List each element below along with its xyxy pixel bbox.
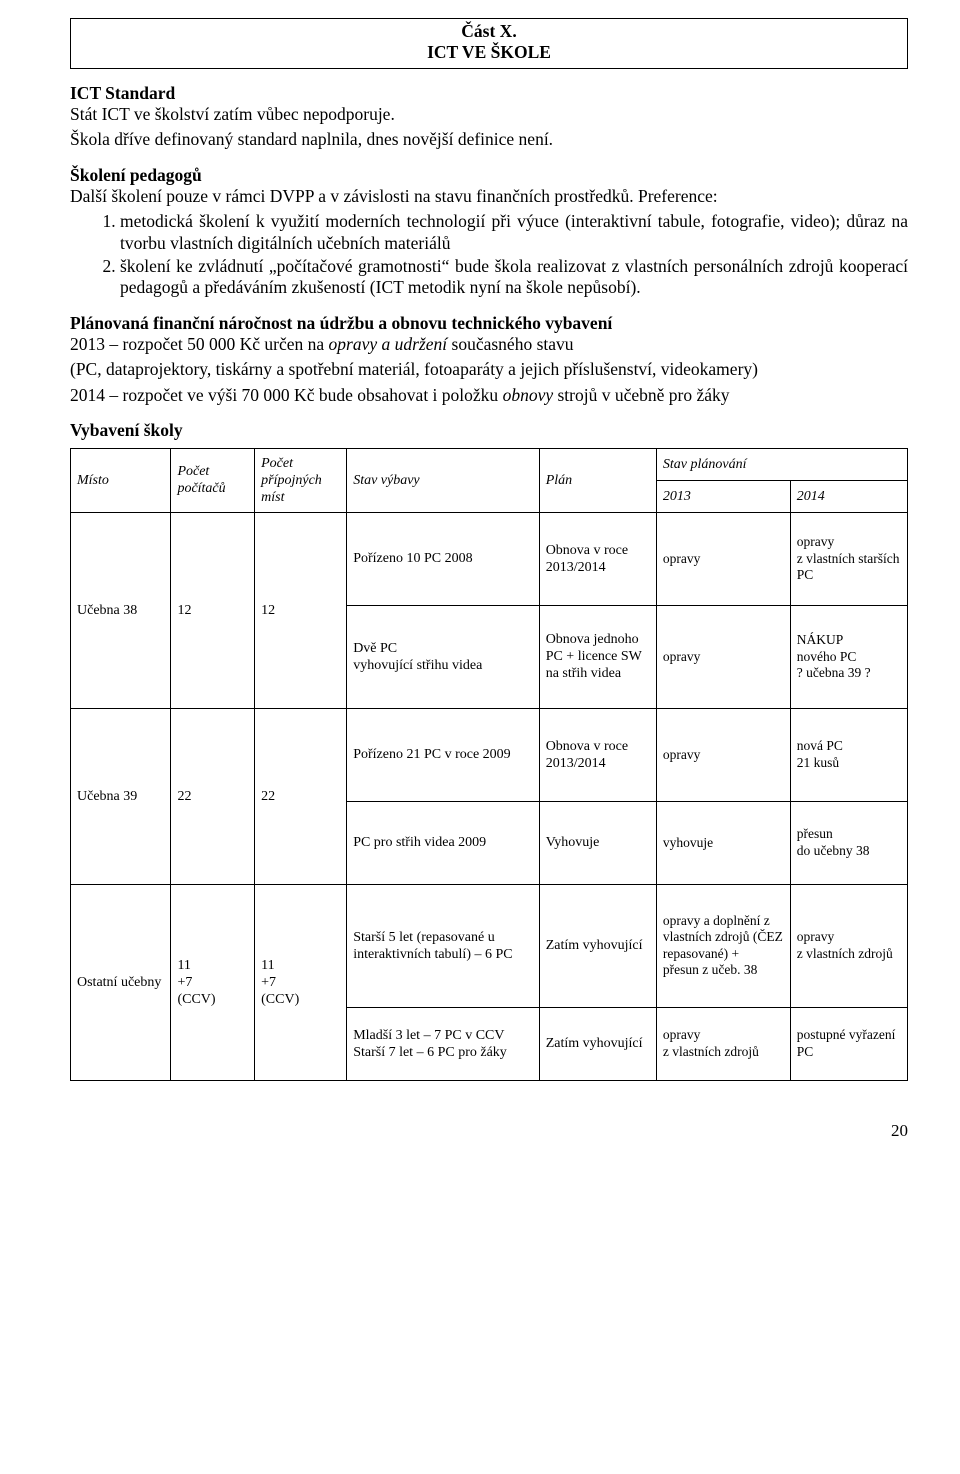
text-span: 2014 – rozpočet ve výši 70 000 Kč bude o… [70, 385, 503, 405]
heading-vybaveni: Vybavení školy [70, 420, 908, 441]
cell-pc: 12 [171, 512, 255, 708]
cell-prip: 12 [255, 512, 347, 708]
text-s3-p3: 2014 – rozpočet ve výši 70 000 Kč bude o… [70, 385, 908, 406]
cell-plan: Obnova v roce 2013/2014 [539, 512, 656, 605]
cell-2013: opravy a doplnění z vlastních zdrojů (ČE… [656, 884, 790, 1007]
text-span: současného stavu [447, 334, 573, 354]
text-s1-p1: Stát ICT ve školství zatím vůbec nepodpo… [70, 104, 908, 125]
text-span: 2013 – rozpočet 50 000 Kč určen na [70, 334, 329, 354]
cell-misto: Učebna 39 [71, 708, 171, 884]
cell-vybava: PC pro střih videa 2009 [347, 801, 540, 884]
cell-vybava: Dvě PCvyhovující střihu videa [347, 605, 540, 708]
cell-pc: 11+7(CCV) [171, 884, 255, 1080]
cell-plan: Obnova jednoho PC + licence SWna střih v… [539, 605, 656, 708]
col-pocet-prip: Počet přípojných míst [255, 448, 347, 512]
heading-skoleni: Školení pedagogů [70, 165, 908, 186]
cell-misto: Ostatní učebny [71, 884, 171, 1080]
cell-2013: vyhovuje [656, 801, 790, 884]
cell-vybava: Starší 5 let (repasované u interaktivníc… [347, 884, 540, 1007]
list-item: metodická školení k využití moderních te… [120, 211, 908, 254]
cell-2014: postupné vyřazení PC [790, 1007, 907, 1080]
table-row: Učebna 38 12 12 Pořízeno 10 PC 2008 Obno… [71, 512, 908, 605]
cell-vybava: Pořízeno 21 PC v roce 2009 [347, 708, 540, 801]
col-stav-planovani: Stav plánování [656, 448, 907, 480]
text-span: strojů v učebně pro žáky [553, 385, 729, 405]
cell-plan: Vyhovuje [539, 801, 656, 884]
cell-vybava: Pořízeno 10 PC 2008 [347, 512, 540, 605]
text-s2-intro: Další školení pouze v rámci DVPP a v záv… [70, 186, 908, 207]
cell-2013: opravy [656, 512, 790, 605]
table-header-row: Místo Počet počítačů Počet přípojných mí… [71, 448, 908, 480]
col-pocet-pc: Počet počítačů [171, 448, 255, 512]
title-line2: ICT VE ŠKOLE [71, 42, 907, 63]
cell-2014: NÁKUPnového PC? učebna 39 ? [790, 605, 907, 708]
col-stav-vybavy: Stav výbavy [347, 448, 540, 512]
cell-plan: Obnova v roce 2013/2014 [539, 708, 656, 801]
col-2013: 2013 [656, 480, 790, 512]
cell-2014: opravyz vlastních zdrojů [790, 884, 907, 1007]
title-line1: Část X. [71, 21, 907, 42]
list-item: školení ke zvládnutí „počítačové gramotn… [120, 256, 908, 299]
cell-plan: Zatím vyhovující [539, 1007, 656, 1080]
cell-misto: Učebna 38 [71, 512, 171, 708]
equipment-table: Místo Počet počítačů Počet přípojných mí… [70, 448, 908, 1081]
col-plan: Plán [539, 448, 656, 512]
preference-list: metodická školení k využití moderních te… [70, 211, 908, 298]
cell-plan: Zatím vyhovující [539, 884, 656, 1007]
text-span-italic: opravy a udržení [329, 334, 448, 354]
cell-prip: 22 [255, 708, 347, 884]
cell-prip: 11+7(CCV) [255, 884, 347, 1080]
page-number: 20 [70, 1121, 908, 1142]
col-misto: Místo [71, 448, 171, 512]
cell-2014: přesundo učebny 38 [790, 801, 907, 884]
cell-2013: opravy [656, 708, 790, 801]
cell-2014: opravyz vlastních starších PC [790, 512, 907, 605]
table-row: Učebna 39 22 22 Pořízeno 21 PC v roce 20… [71, 708, 908, 801]
heading-ict-standard: ICT Standard [70, 83, 908, 104]
cell-2013: opravy [656, 605, 790, 708]
cell-pc: 22 [171, 708, 255, 884]
heading-plan-fin: Plánovaná finanční náročnost na údržbu a… [70, 313, 908, 334]
text-span-italic: obnovy [503, 385, 554, 405]
text-s1-p2: Škola dříve definovaný standard naplnila… [70, 129, 908, 150]
cell-2014: nová PC21 kusů [790, 708, 907, 801]
table-row: Ostatní učebny 11+7(CCV) 11+7(CCV) Starš… [71, 884, 908, 1007]
col-2014: 2014 [790, 480, 907, 512]
title-box: Část X. ICT VE ŠKOLE [70, 18, 908, 69]
text-s3-p1: 2013 – rozpočet 50 000 Kč určen na oprav… [70, 334, 908, 355]
cell-vybava: Mladší 3 let – 7 PC v CCVStarší 7 let – … [347, 1007, 540, 1080]
text-s3-p2: (PC, dataprojektory, tiskárny a spotřebn… [70, 359, 908, 380]
cell-2013: opravyz vlastních zdrojů [656, 1007, 790, 1080]
